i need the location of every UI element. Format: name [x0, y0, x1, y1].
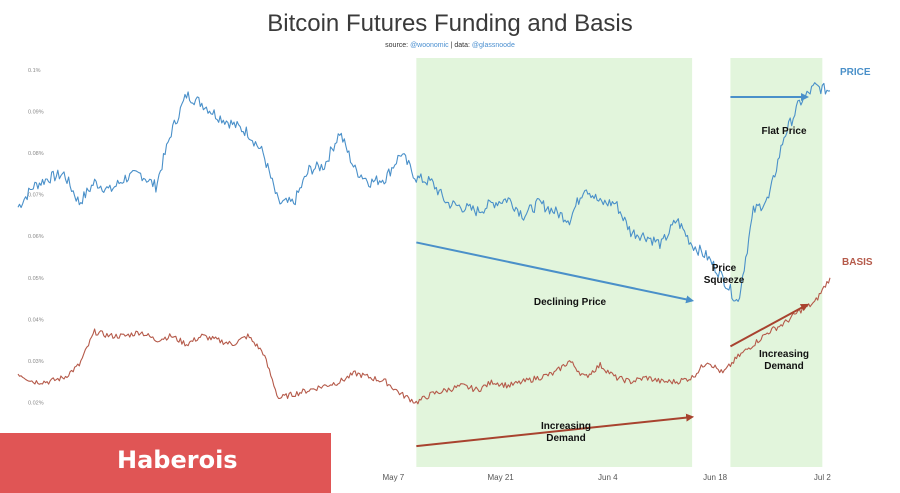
y-tick-label: 0.08% — [28, 151, 44, 157]
x-tick-label: May 21 — [487, 473, 514, 482]
chart-subtitle: source: @woonomic | data: @glassnoode — [0, 42, 900, 49]
y-tick-label: 0.06% — [28, 234, 44, 240]
annotation-arrow-0 — [416, 241, 695, 304]
x-tick-label: Jun 18 — [703, 473, 728, 482]
chart-title: Bitcoin Futures Funding and Basis — [267, 10, 633, 37]
subtitle-data[interactable]: @glassnoode — [471, 42, 515, 49]
subtitle-prefix: source: — [385, 42, 411, 49]
y-tick-label: 0.09% — [28, 110, 44, 116]
x-tick-label: Jun 4 — [598, 473, 618, 482]
annotation-arrow-1 — [416, 413, 695, 448]
annotation-label: Increasing Demand — [759, 349, 809, 372]
annotation-label: PRICE — [840, 67, 871, 78]
annotation-arrow-3 — [729, 303, 809, 348]
annotation-label: Increasing Demand — [541, 421, 591, 444]
brand-banner: Haberois — [0, 433, 331, 493]
highlight-band-0 — [416, 58, 693, 467]
y-tick-label: 0.1% — [28, 68, 41, 74]
annotation-label: BASIS — [842, 257, 873, 268]
subtitle-source[interactable]: @woonomic — [410, 42, 449, 49]
y-tick-label: 0.03% — [28, 359, 44, 365]
subtitle-mid: | data: — [448, 42, 472, 49]
series-line-basis — [17, 277, 831, 405]
y-tick-label: 0.07% — [28, 193, 44, 199]
annotation-label: Price Squeeze — [704, 263, 745, 286]
x-tick-label: Jul 2 — [814, 473, 831, 482]
annotation-label: Flat Price — [761, 126, 806, 137]
y-tick-label: 0.04% — [28, 317, 44, 323]
brand-label: Haberois — [117, 446, 238, 474]
annotation-label: Declining Price — [534, 297, 607, 308]
series-line-price — [17, 82, 831, 302]
y-tick-label: 0.02% — [28, 400, 44, 406]
x-tick-label: May 7 — [382, 473, 404, 482]
y-tick-label: 0.05% — [28, 276, 44, 282]
highlight-band-1 — [730, 58, 823, 467]
